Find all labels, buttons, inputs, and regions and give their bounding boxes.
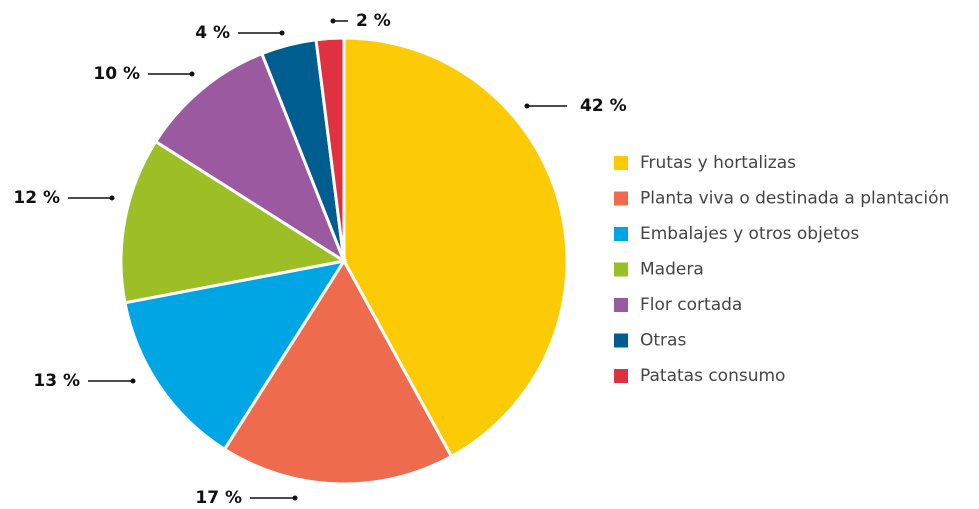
pie-slice [222, 258, 454, 486]
pie-slice [314, 36, 346, 262]
legend-label: Frutas y hortalizas [640, 153, 796, 173]
legend-label: Embalajes y otros objetos [640, 224, 859, 244]
value-label: 17 % [195, 488, 242, 508]
legend-label: Madera [640, 260, 704, 280]
value-label: 4 % [195, 23, 230, 43]
legend-label: Patatas consumo [640, 366, 785, 386]
pie-slice [123, 258, 348, 452]
legend-swatch [614, 298, 628, 312]
value-label: 13 % [33, 371, 80, 391]
leader-dot [279, 30, 285, 36]
value-label: 12 % [13, 188, 60, 208]
value-label: 10 % [93, 64, 140, 84]
leader-dot [524, 103, 530, 109]
pie-slice [119, 139, 349, 305]
leader-dot [189, 71, 195, 77]
legend-label: Otras [640, 331, 686, 351]
leader-dot [109, 195, 115, 201]
legend-label: Flor cortada [640, 295, 742, 315]
legend-swatch [614, 333, 628, 348]
legend-swatch [614, 369, 628, 383]
leader-dot [330, 18, 336, 24]
leader-dot [292, 495, 298, 501]
legend-swatch [614, 156, 628, 170]
value-label: 42 % [580, 96, 627, 116]
pie-slice [153, 51, 348, 265]
legend-swatch [614, 262, 628, 277]
value-label: 2 % [356, 11, 391, 31]
legend-swatch [614, 227, 628, 241]
pie-slice [342, 36, 569, 459]
legend-label: Planta viva o destinada a plantación [640, 189, 949, 209]
leader-dot [130, 378, 136, 384]
legend-swatch [614, 191, 628, 206]
